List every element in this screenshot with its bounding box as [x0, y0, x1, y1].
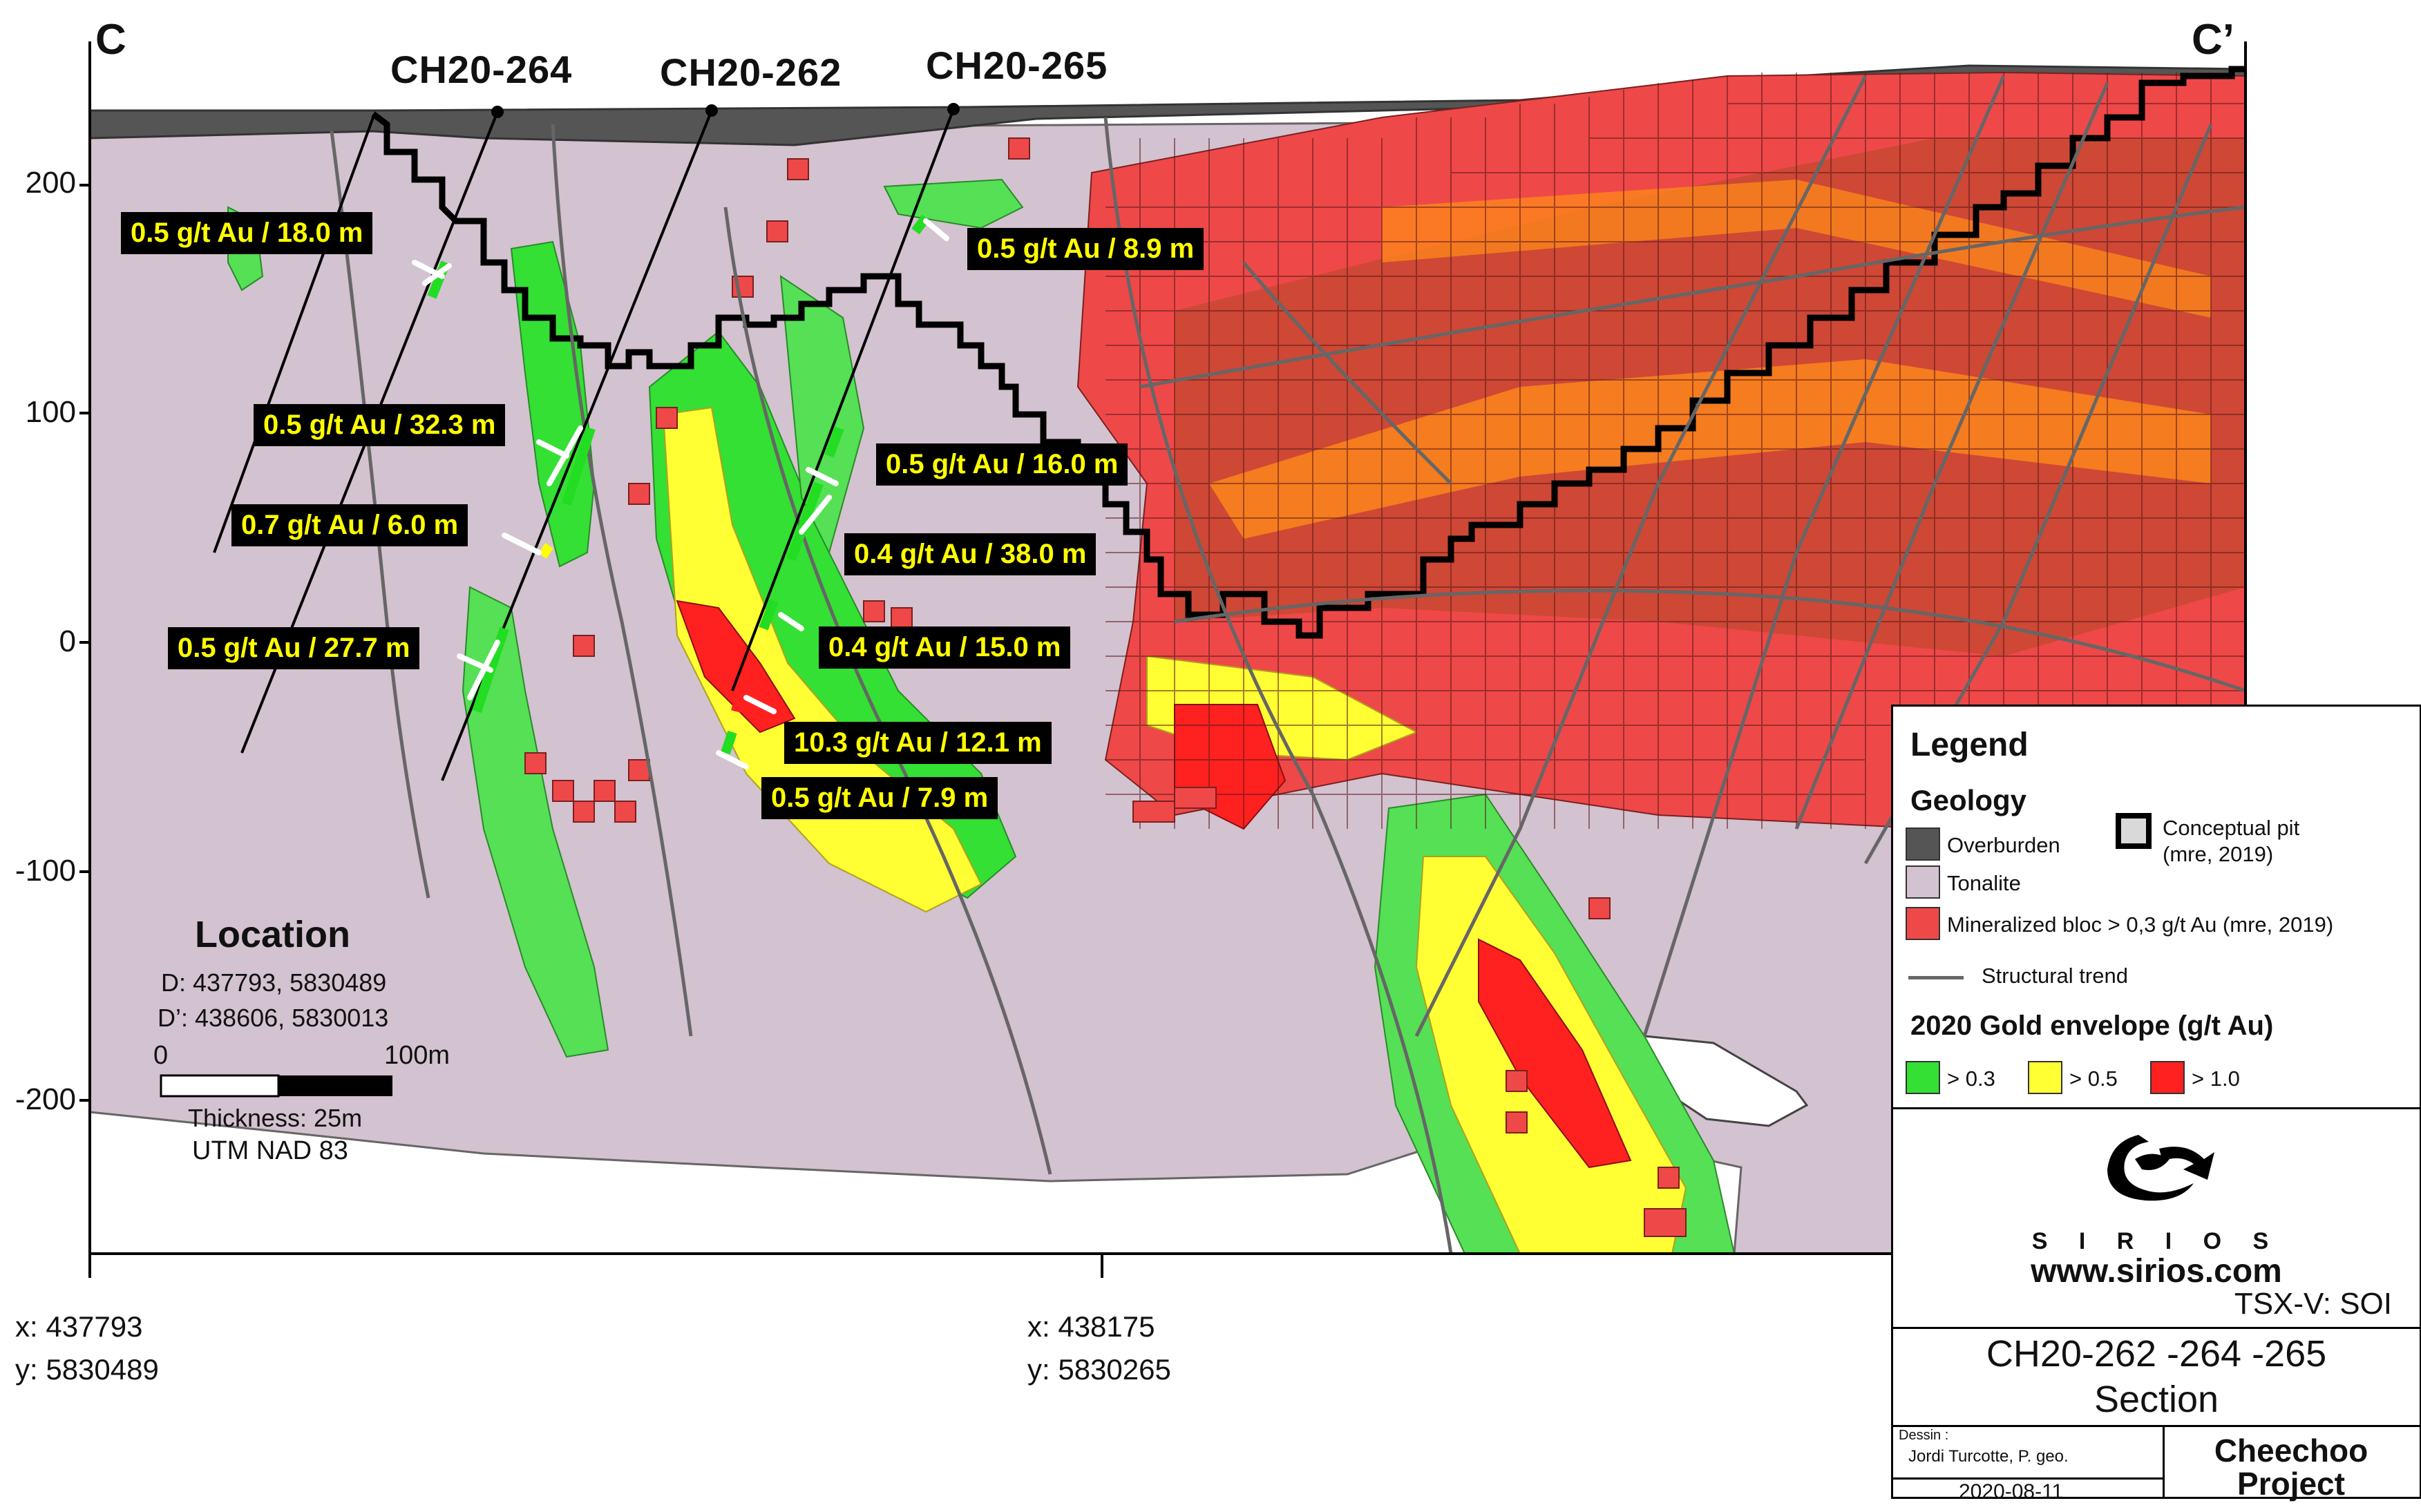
section-title-1: CH20-262 -264 -265 — [1986, 1333, 2327, 1375]
env-10-label: > 1.0 — [2192, 1066, 2240, 1091]
env-10-swatch — [2150, 1061, 2185, 1094]
section-start-label: C — [95, 16, 126, 64]
drill-hole-ch20-262: CH20-262 — [660, 50, 842, 94]
y-ticks — [79, 184, 90, 1102]
company-ticker: TSX-V: SOI — [2234, 1287, 2392, 1321]
envelope-red-1 — [676, 600, 796, 734]
mineralized-swatch — [1906, 907, 1940, 940]
scale-end: 100m — [384, 1041, 450, 1070]
drawing-date: 2020-08-11 — [1959, 1480, 2064, 1503]
mineralized-label: Mineralized bloc > 0,3 g/t Au (mre, 2019… — [1947, 912, 2334, 937]
interval-label: 0.7 g/t Au / 6.0 m — [231, 504, 468, 546]
collar-ch20-264 — [491, 106, 504, 118]
location-d-prime: D’: 438606, 5830013 — [158, 1004, 389, 1032]
block-grid — [1105, 73, 2246, 829]
x-coord-left: x: 437793 y: 5830489 — [15, 1305, 159, 1391]
env-05-swatch — [2028, 1061, 2062, 1094]
interval-label: 0.5 g/t Au / 7.9 m — [761, 777, 998, 819]
x-coord-mid: x: 438175 y: 5830265 — [1027, 1305, 1171, 1391]
collar-ch20-265 — [947, 103, 960, 115]
legend-title: Legend — [1910, 727, 2029, 763]
legend-divider-1 — [1893, 1107, 2420, 1109]
y-label-neg200: -200 — [15, 1082, 76, 1116]
project-name-1: Cheechoo — [2214, 1433, 2368, 1468]
datum-label: UTM NAD 83 — [192, 1136, 348, 1165]
envelope-heading: 2020 Gold envelope (g/t Au) — [1910, 1011, 2274, 1041]
interval-label: 10.3 g/t Au / 12.1 m — [784, 722, 1052, 764]
structural-swatch — [1908, 976, 1964, 979]
legend-divider-v — [2163, 1425, 2165, 1497]
drill-hole-ch20-264: CH20-264 — [390, 48, 573, 91]
legend-divider-2 — [1893, 1327, 2420, 1329]
collar-ch20-262 — [705, 104, 718, 117]
thickness-label: Thickness: 25m — [188, 1104, 363, 1132]
env-03-label: > 0.3 — [1947, 1066, 1995, 1091]
interval-yellow-short — [538, 543, 553, 559]
overburden-swatch — [1906, 827, 1940, 861]
scale-start: 0 — [153, 1041, 169, 1070]
interval-label: 0.5 g/t Au / 18.0 m — [121, 212, 373, 254]
company-name: S I R I O S — [2031, 1228, 2281, 1254]
tonalite-label: Tonalite — [1947, 871, 2021, 895]
envelope-green-2 — [462, 586, 609, 1058]
x-coord-left-y: y: 5830489 — [15, 1353, 159, 1386]
y-label-200: 200 — [25, 166, 76, 200]
legend-panel: Legend Geology Overburden Tonalite Conce… — [1891, 705, 2421, 1503]
section-title-2: Section — [2094, 1379, 2219, 1420]
date-divider — [1893, 1477, 2163, 1480]
dessin-label: Dessin : — [1899, 1428, 1949, 1443]
conceptual-pit-outline — [371, 66, 2246, 639]
section-end-label: C’ — [2192, 16, 2234, 64]
y-label-neg100: -100 — [15, 854, 76, 888]
interval-label: 0.4 g/t Au / 15.0 m — [819, 626, 1071, 669]
interval-label: 0.5 g/t Au / 8.9 m — [967, 228, 1204, 270]
env-05-label: > 0.5 — [2069, 1066, 2118, 1091]
interval-markers — [412, 218, 949, 769]
x-coord-mid-y: y: 5830265 — [1027, 1353, 1171, 1386]
envelope-green-6 — [883, 178, 1024, 229]
pit-label-1: Conceptual pit — [2163, 816, 2300, 840]
project-name-2: Project — [2237, 1466, 2345, 1502]
legend-divider-3 — [1893, 1425, 2420, 1427]
interval-label: 0.4 g/t Au / 38.0 m — [844, 533, 1096, 575]
x-coord-left-x: x: 437793 — [15, 1310, 143, 1343]
drill-hole-ch20-265: CH20-265 — [926, 44, 1108, 87]
tonalite-swatch — [1906, 865, 1940, 899]
overburden-label: Overburden — [1947, 833, 2060, 857]
structural-label: Structural trend — [1982, 964, 2128, 988]
location-title: Location — [195, 914, 350, 955]
scale-bar-white — [160, 1074, 280, 1098]
interval-label: 0.5 g/t Au / 16.0 m — [876, 443, 1128, 486]
pit-label-2: (mre, 2019) — [2163, 842, 2274, 866]
pit-swatch — [2116, 813, 2152, 849]
interval-red-high — [731, 682, 748, 713]
interval-label: 0.5 g/t Au / 27.7 m — [168, 627, 420, 669]
interval-label: 0.5 g/t Au / 32.3 m — [254, 404, 506, 446]
envelope-green-5 — [779, 275, 865, 555]
x-coord-mid-x: x: 438175 — [1027, 1310, 1155, 1343]
company-website: www.sirios.com — [2031, 1253, 2282, 1290]
envelope-red-2 — [1478, 938, 1632, 1169]
geology-heading: Geology — [1910, 784, 2027, 816]
author-name: Jordi Turcotte, P. geo. — [1908, 1447, 2069, 1466]
y-label-100: 100 — [25, 395, 76, 429]
location-d: D: 437793, 5830489 — [161, 968, 387, 997]
scale-bar-black — [278, 1075, 392, 1096]
env-03-swatch — [1906, 1061, 1940, 1094]
y-label-0: 0 — [59, 624, 76, 658]
sirios-logo-icon — [2107, 1135, 2214, 1201]
